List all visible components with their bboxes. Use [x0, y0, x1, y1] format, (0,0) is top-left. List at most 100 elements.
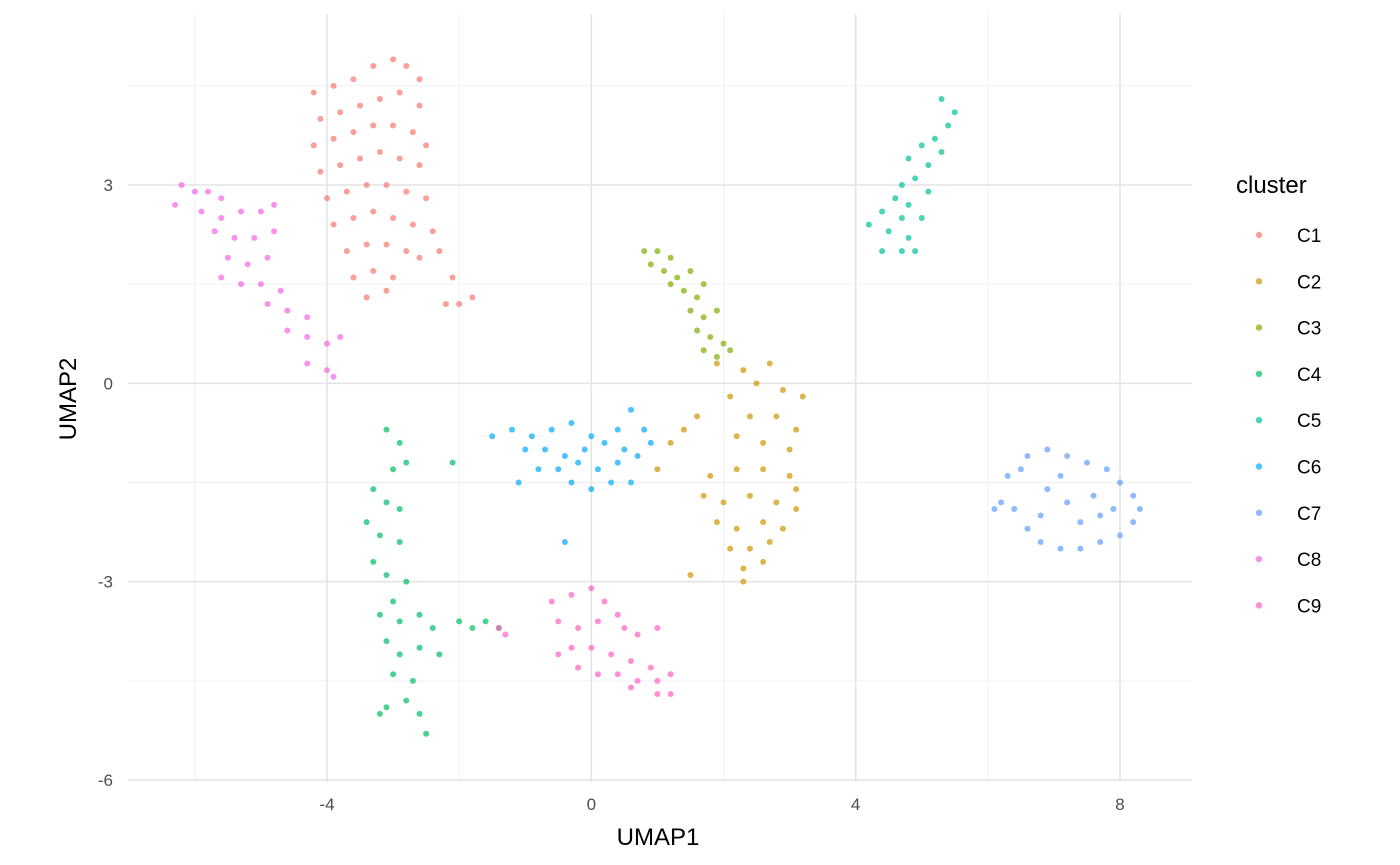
- data-point: [740, 565, 747, 572]
- data-point: [383, 287, 390, 294]
- legend-items: C1 C2 C3 C4 C5 C6 C7 C8 C9: [1255, 226, 1322, 617]
- data-point: [317, 115, 324, 122]
- data-point: [324, 367, 330, 374]
- data-point: [594, 618, 601, 625]
- data-point: [284, 307, 291, 314]
- data-point: [733, 525, 740, 532]
- data-point: [416, 254, 423, 261]
- data-point: [423, 142, 430, 149]
- data-point: [390, 671, 397, 678]
- data-point: [925, 162, 932, 169]
- data-point: [793, 426, 800, 433]
- data-point: [1117, 479, 1123, 486]
- data-point: [898, 215, 905, 222]
- data-point: [733, 433, 740, 440]
- data-point: [482, 618, 489, 625]
- data-point: [1057, 472, 1064, 479]
- data-point: [416, 611, 423, 618]
- data-point: [350, 76, 357, 83]
- data-point: [760, 558, 767, 565]
- data-point: [1136, 505, 1143, 512]
- data-point: [925, 188, 932, 195]
- legend-key: [1255, 231, 1263, 239]
- data-point: [310, 142, 317, 149]
- data-point: [509, 426, 516, 433]
- data-point: [786, 446, 793, 453]
- data-point: [581, 446, 588, 453]
- data-point: [641, 426, 648, 433]
- series-c5: [865, 96, 958, 255]
- data-point: [390, 56, 397, 63]
- data-point: [370, 558, 377, 565]
- y-tick-label: -6: [98, 771, 113, 790]
- data-point: [548, 598, 555, 605]
- data-point: [912, 175, 919, 182]
- data-point: [1064, 499, 1071, 506]
- data-point: [528, 433, 535, 440]
- data-point: [918, 215, 925, 222]
- series-c3: [641, 248, 734, 360]
- data-point: [1097, 539, 1104, 545]
- data-point: [654, 624, 661, 631]
- legend-label: C4: [1297, 365, 1322, 386]
- data-point: [238, 281, 245, 288]
- data-point: [396, 539, 403, 545]
- legend-item-c4: C4: [1255, 365, 1322, 386]
- data-point: [720, 499, 727, 506]
- data-point: [1090, 492, 1097, 499]
- data-point: [191, 188, 198, 195]
- data-point: [588, 433, 595, 440]
- data-point: [383, 572, 390, 579]
- data-point: [370, 63, 377, 69]
- y-axis-ticks: -6 -3 0 3: [98, 176, 113, 790]
- data-point: [271, 201, 278, 208]
- data-point: [370, 208, 377, 215]
- data-point: [416, 76, 423, 83]
- data-point: [1044, 446, 1051, 453]
- data-point: [403, 459, 410, 466]
- data-point: [588, 644, 595, 651]
- data-point: [575, 624, 582, 631]
- data-point: [720, 340, 727, 347]
- data-point: [383, 182, 390, 188]
- data-point: [469, 294, 476, 301]
- legend-item-c6: C6: [1255, 458, 1321, 479]
- legend-label: C8: [1297, 550, 1321, 571]
- data-point: [641, 248, 648, 255]
- data-point: [330, 221, 337, 228]
- data-point: [561, 539, 568, 545]
- data-point: [1017, 466, 1024, 473]
- data-point: [376, 148, 383, 155]
- scatter-points: [172, 56, 1143, 737]
- data-point: [727, 545, 734, 552]
- y-tick-label: 3: [104, 176, 113, 195]
- data-point: [661, 267, 668, 274]
- data-point: [1044, 486, 1051, 493]
- data-point: [1130, 492, 1137, 499]
- series-c1: [310, 56, 476, 307]
- data-point: [304, 314, 311, 321]
- data-point: [383, 638, 390, 645]
- data-point: [608, 479, 615, 486]
- data-point: [898, 182, 905, 188]
- data-point: [535, 466, 542, 473]
- legend-item-c3: C3: [1255, 319, 1321, 340]
- data-point: [370, 122, 377, 129]
- legend-key: [1255, 509, 1263, 516]
- data-point: [257, 281, 264, 288]
- data-point: [575, 459, 582, 466]
- y-tick-label: 0: [104, 374, 113, 393]
- legend-item-c1: C1: [1255, 226, 1321, 247]
- data-point: [733, 466, 740, 473]
- legend-label: C3: [1297, 319, 1321, 340]
- data-point: [370, 267, 377, 274]
- data-point: [945, 122, 952, 129]
- legend-item-c7: C7: [1255, 504, 1321, 525]
- data-point: [231, 234, 238, 241]
- series-c4: [363, 426, 502, 737]
- data-point: [694, 327, 701, 334]
- data-point: [376, 96, 383, 103]
- data-point: [647, 261, 654, 268]
- data-point: [502, 631, 509, 638]
